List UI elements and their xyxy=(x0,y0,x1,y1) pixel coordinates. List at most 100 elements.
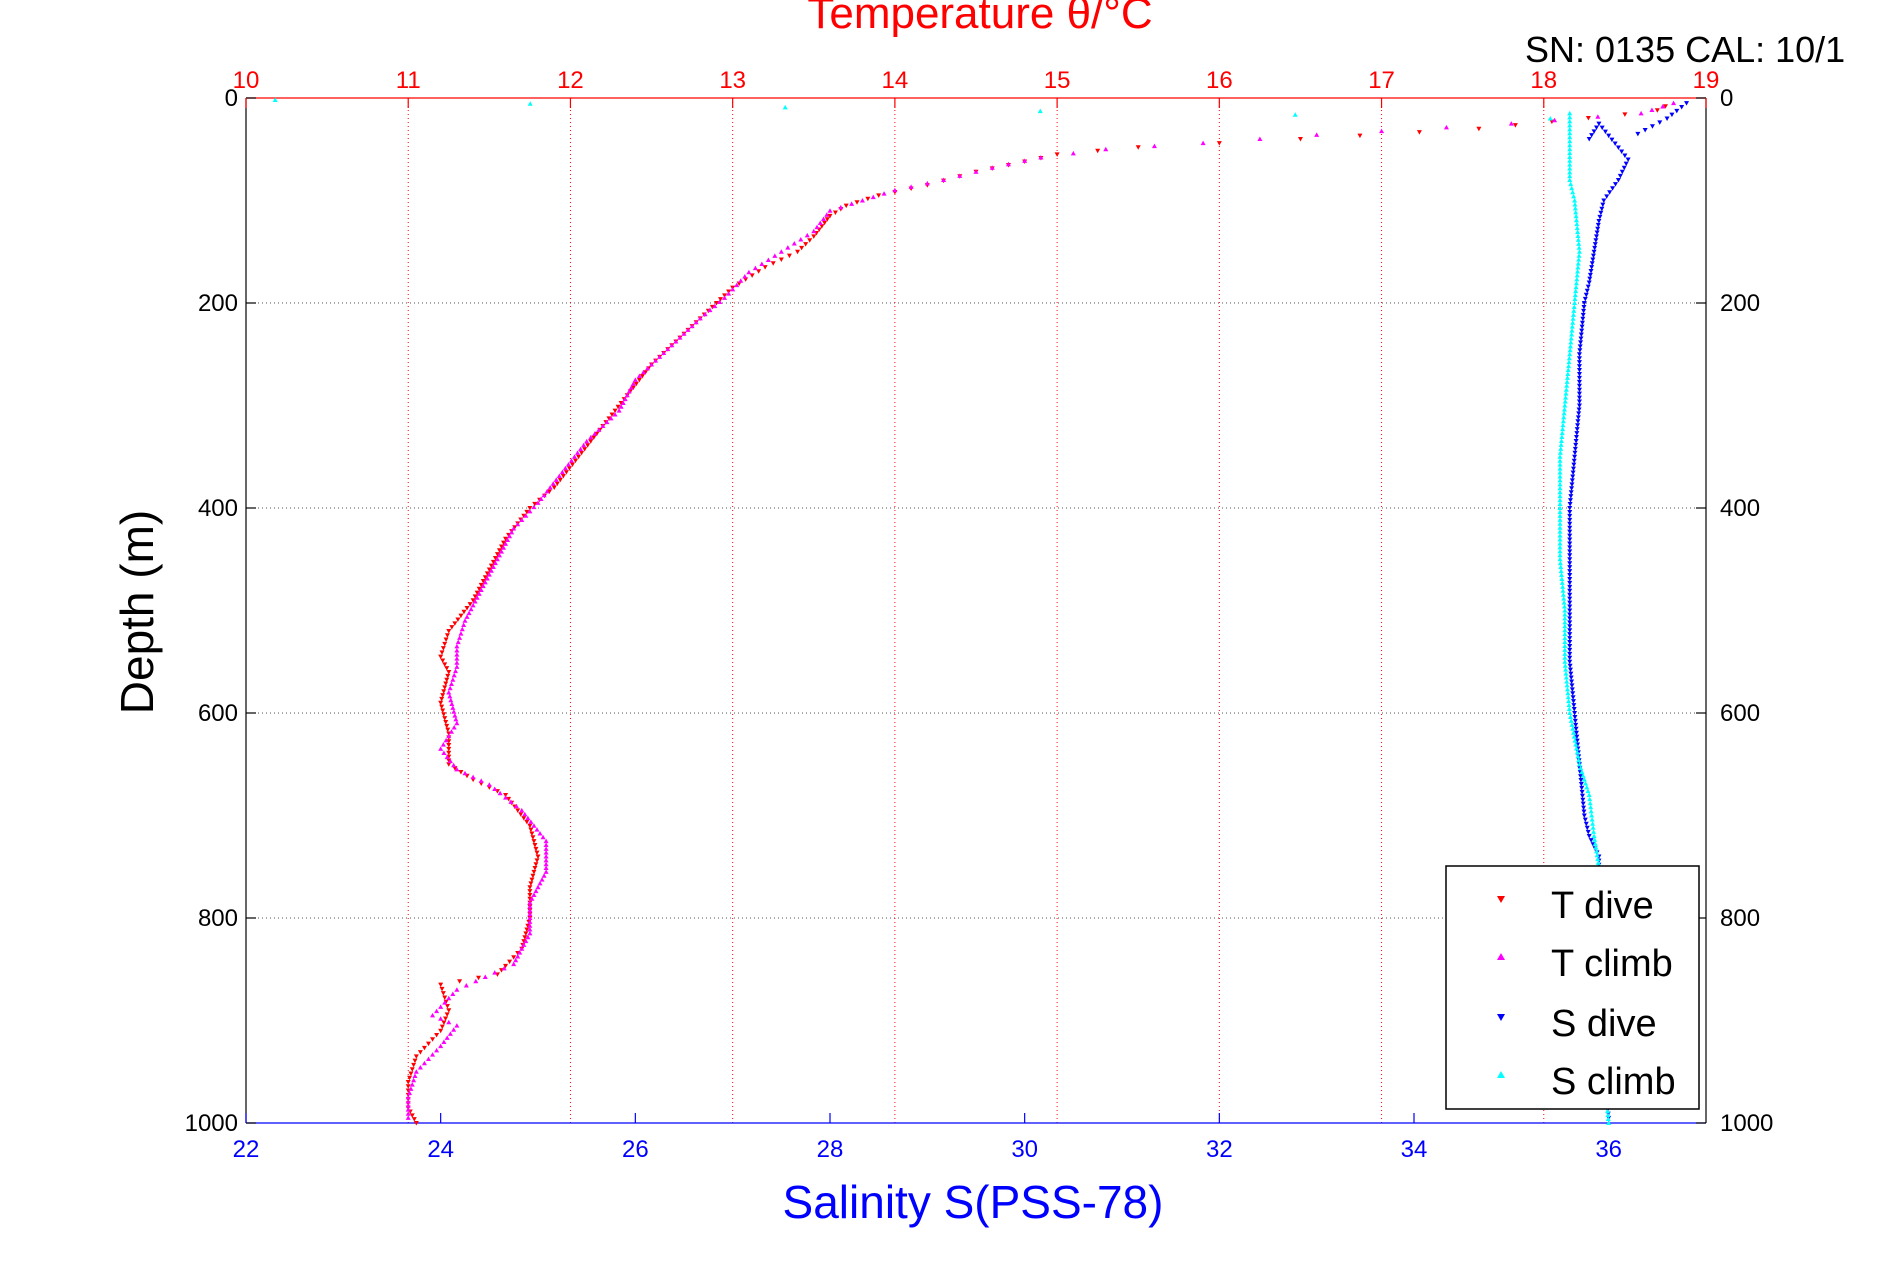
data-point xyxy=(1567,663,1573,669)
data-point xyxy=(1567,580,1573,586)
data-point xyxy=(523,931,529,936)
data-point xyxy=(565,461,571,467)
data-point xyxy=(1566,702,1572,708)
data-point xyxy=(405,1098,411,1104)
data-point xyxy=(1573,288,1579,294)
data-point xyxy=(467,602,473,607)
data-point xyxy=(446,743,452,748)
data-point xyxy=(492,786,498,792)
data-point xyxy=(443,637,449,643)
data-point xyxy=(1622,112,1628,117)
data-point xyxy=(442,641,448,647)
data-point xyxy=(1588,838,1594,843)
data-point xyxy=(1562,655,1568,660)
data-point xyxy=(543,850,549,855)
data-point xyxy=(272,97,278,103)
data-point xyxy=(1595,860,1601,865)
data-point xyxy=(443,681,449,687)
data-point xyxy=(717,299,723,304)
data-point xyxy=(1592,837,1598,842)
data-point xyxy=(1576,360,1582,365)
data-point xyxy=(1567,517,1573,523)
data-point xyxy=(1557,450,1563,455)
legend-box xyxy=(1445,865,1700,1110)
data-point xyxy=(413,1121,419,1126)
y-axis-title: Depth (m) xyxy=(111,510,163,714)
data-point xyxy=(1570,699,1576,704)
data-point xyxy=(449,701,455,707)
data-point xyxy=(1574,734,1580,740)
instrument-label: SN: 0135 CAL: 10/1 xyxy=(1525,29,1845,70)
data-point xyxy=(1567,506,1573,511)
data-point xyxy=(1573,217,1579,223)
data-point xyxy=(527,506,533,511)
data-point xyxy=(413,1054,419,1059)
temperature-tick-label: 18 xyxy=(1530,67,1557,94)
data-point xyxy=(527,927,533,932)
data-point xyxy=(1567,138,1573,144)
data-point xyxy=(1579,785,1585,791)
data-point xyxy=(804,232,810,238)
temperature-tick-label: 16 xyxy=(1206,67,1233,94)
data-point xyxy=(527,907,533,913)
data-point xyxy=(1565,694,1571,700)
data-point xyxy=(1569,332,1575,337)
data-point xyxy=(446,750,452,756)
data-point xyxy=(438,1016,444,1021)
data-point xyxy=(1566,359,1572,365)
data-point xyxy=(1565,371,1571,376)
data-point xyxy=(434,1033,440,1038)
data-point xyxy=(1570,320,1576,325)
data-point xyxy=(442,1000,448,1005)
data-point xyxy=(600,423,606,428)
data-point xyxy=(1567,498,1573,503)
data-point xyxy=(444,666,450,671)
data-point xyxy=(1567,628,1573,633)
data-point xyxy=(1151,143,1157,149)
data-point xyxy=(1476,126,1482,132)
data-point xyxy=(1569,478,1575,483)
data-point xyxy=(532,866,538,871)
data-point xyxy=(459,626,465,632)
data-point xyxy=(1572,198,1578,203)
data-point xyxy=(772,253,778,258)
data-point xyxy=(1586,792,1592,797)
data-point xyxy=(417,1064,423,1070)
data-point xyxy=(439,704,445,710)
depth-tick-label-right: 400 xyxy=(1720,495,1760,522)
data-point xyxy=(1571,458,1577,464)
data-point xyxy=(1557,477,1563,483)
temperature-tick-label: 17 xyxy=(1368,67,1395,94)
data-point xyxy=(1572,300,1578,305)
data-point xyxy=(508,799,514,804)
data-point xyxy=(454,1023,460,1028)
data-point xyxy=(1559,576,1565,581)
data-point xyxy=(1579,789,1585,795)
data-point xyxy=(1562,643,1568,648)
data-point xyxy=(1569,687,1575,692)
data-point xyxy=(441,750,447,755)
data-point xyxy=(1557,481,1563,487)
data-point xyxy=(1575,261,1581,266)
data-point xyxy=(405,1103,411,1108)
data-point xyxy=(827,213,833,219)
data-point xyxy=(503,536,509,542)
data-point xyxy=(843,203,849,209)
data-point xyxy=(1567,588,1573,594)
data-point xyxy=(1585,284,1591,290)
data-point xyxy=(530,835,536,840)
data-point xyxy=(1594,125,1599,130)
data-point xyxy=(1589,813,1595,818)
data-point xyxy=(1582,296,1588,302)
data-point xyxy=(454,643,460,649)
data-point xyxy=(1576,245,1582,250)
data-point xyxy=(474,595,480,600)
data-point xyxy=(527,930,533,936)
data-point xyxy=(405,1094,411,1100)
data-point xyxy=(1573,213,1579,219)
data-point xyxy=(1587,800,1593,806)
data-point xyxy=(1257,136,1263,141)
data-point xyxy=(1560,588,1566,593)
data-point xyxy=(453,668,459,674)
data-point xyxy=(405,1115,411,1120)
